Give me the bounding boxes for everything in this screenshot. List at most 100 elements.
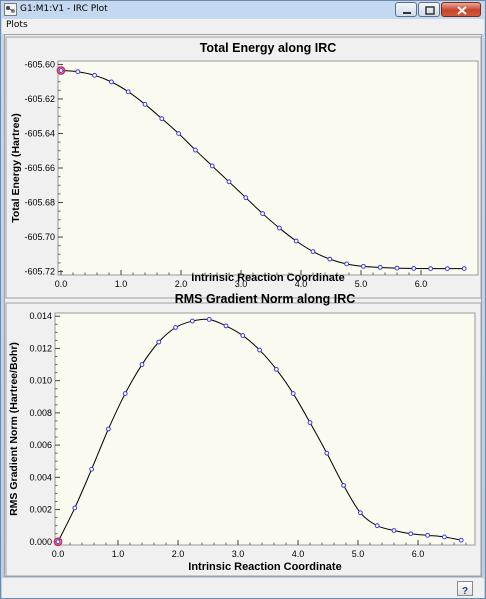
data-point-1-5 (139, 362, 145, 367)
x-tick-label-0-1: 1.0 (115, 279, 128, 289)
chart-title-1: RMS Gradient Norm along IRC (175, 292, 356, 306)
data-point-1-6 (156, 339, 162, 345)
y-tick-label-0-4: -605.68 (24, 198, 55, 208)
x-tick-label-0-5: 5.0 (355, 279, 368, 289)
data-point-0-12 (260, 211, 266, 216)
y-tick-label-1-4: 0.008 (29, 408, 52, 418)
help-button[interactable]: ? (457, 581, 473, 597)
data-point-1-19 (374, 523, 380, 529)
y-tick-label-0-3: -605.66 (24, 163, 55, 173)
data-point-0-20 (394, 265, 400, 271)
data-point-0-6 (159, 116, 165, 122)
y-tick-label-0-1: -605.62 (24, 94, 55, 104)
data-point-1-11 (240, 333, 246, 338)
x-tick-label-0-0: 0.0 (55, 279, 68, 289)
data-point-0-8 (193, 147, 198, 153)
y-tick-label-1-5: 0.010 (29, 376, 52, 386)
data-point-1-2 (89, 466, 94, 472)
svg-text:?: ? (462, 586, 468, 597)
data-point-1-3 (106, 426, 111, 432)
data-point-0-13 (277, 225, 282, 231)
help-icon: ? (462, 586, 468, 597)
x-tick-label-0-2: 2.0 (175, 279, 188, 289)
data-point-1-4 (122, 391, 128, 396)
minimize-button[interactable] (395, 2, 417, 17)
data-point-0-1 (75, 69, 81, 75)
data-point-0-5 (142, 101, 148, 107)
y-tick-label-1-6: 0.012 (29, 343, 52, 353)
data-point-1-7 (173, 325, 179, 330)
x-tick-label-1-5: 5.0 (352, 549, 365, 559)
close-icon (457, 6, 467, 15)
data-point-0-19 (377, 265, 383, 270)
close-button[interactable] (441, 2, 481, 17)
menu-plots[interactable]: Plots (6, 20, 28, 30)
x-tick-label-1-3: 3.0 (232, 549, 245, 559)
data-point-1-15 (307, 420, 313, 425)
data-point-1-9 (206, 317, 212, 322)
data-point-1-18 (358, 510, 363, 516)
data-point-0-18 (361, 263, 366, 269)
data-point-0-21 (411, 266, 417, 271)
current-point-marker-0 (56, 66, 66, 75)
y-tick-label-1-7: 0.014 (29, 311, 52, 321)
title-bar[interactable]: G1:M1:V1 - IRC Plot (1, 1, 485, 19)
y-tick-label-1-0: 0.000 (29, 537, 52, 547)
data-point-1-22 (425, 532, 431, 538)
plot-frame-0 (57, 60, 479, 276)
data-point-1-12 (257, 347, 263, 353)
data-point-0-17 (344, 261, 350, 267)
data-point-0-14 (293, 238, 299, 244)
y-tick-label-1-2: 0.004 (29, 472, 52, 482)
data-point-0-4 (125, 89, 131, 95)
data-point-1-20 (391, 528, 397, 533)
data-point-1-24 (458, 537, 464, 543)
data-point-1-21 (408, 531, 414, 537)
x-tick-label-0-3: 3.0 (235, 279, 248, 289)
data-point-1-16 (324, 450, 330, 456)
x-tick-label-0-4: 4.0 (295, 279, 308, 289)
data-point-1-1 (72, 505, 78, 511)
data-point-1-23 (442, 534, 447, 540)
data-point-0-15 (310, 249, 316, 254)
data-point-1-8 (190, 318, 195, 324)
data-point-1-13 (274, 366, 279, 372)
window-title: G1:M1:V1 - IRC Plot (20, 4, 108, 14)
y-tick-label-0-0: -605.60 (24, 59, 55, 69)
data-point-0-0 (58, 68, 64, 73)
app-icon (4, 3, 17, 16)
maximize-button[interactable] (418, 2, 440, 17)
plot-frame-1 (54, 312, 476, 546)
data-point-0-10 (226, 179, 232, 185)
y-tick-label-1-3: 0.006 (29, 440, 52, 450)
x-tick-label-1-2: 2.0 (172, 549, 185, 559)
menu-bar: Plots (2, 19, 484, 34)
data-point-0-2 (92, 72, 97, 78)
x-tick-label-0-6: 6.0 (415, 279, 428, 289)
maximize-icon (425, 6, 435, 15)
plot-area: Total Energy along IRC Intrinsic Reaction… (4, 34, 482, 577)
x-axis-label-0: Intrinsic Reaction Coordinate (191, 272, 344, 284)
data-point-0-23 (445, 266, 450, 272)
x-tick-label-1-1: 1.0 (112, 549, 125, 559)
data-point-1-0 (55, 539, 61, 545)
data-point-0-9 (209, 163, 215, 169)
data-point-1-14 (290, 391, 296, 396)
minimize-icon (403, 12, 411, 14)
x-tick-label-1-6: 6.0 (412, 549, 425, 559)
y-tick-label-0-5: -605.70 (24, 232, 55, 242)
x-axis-label-1: Intrinsic Reaction Coordinate (188, 561, 341, 573)
current-point-marker-1 (53, 537, 63, 547)
y-tick-label-1-1: 0.002 (29, 505, 52, 515)
x-tick-label-1-4: 4.0 (292, 549, 305, 559)
status-bar: ? (2, 578, 484, 598)
data-point-1-17 (341, 482, 347, 488)
data-point-0-7 (176, 131, 182, 136)
y-axis-label-1: RMS Gradient Norm (Hartree/Bohr) (8, 342, 20, 516)
data-point-0-22 (428, 266, 434, 272)
data-point-0-3 (109, 79, 114, 85)
irc-charts: Total Energy along IRC Intrinsic Reaction… (5, 36, 482, 577)
data-point-0-16 (327, 256, 333, 262)
y-axis-label-0: Total Energy (Hartree) (10, 113, 22, 223)
